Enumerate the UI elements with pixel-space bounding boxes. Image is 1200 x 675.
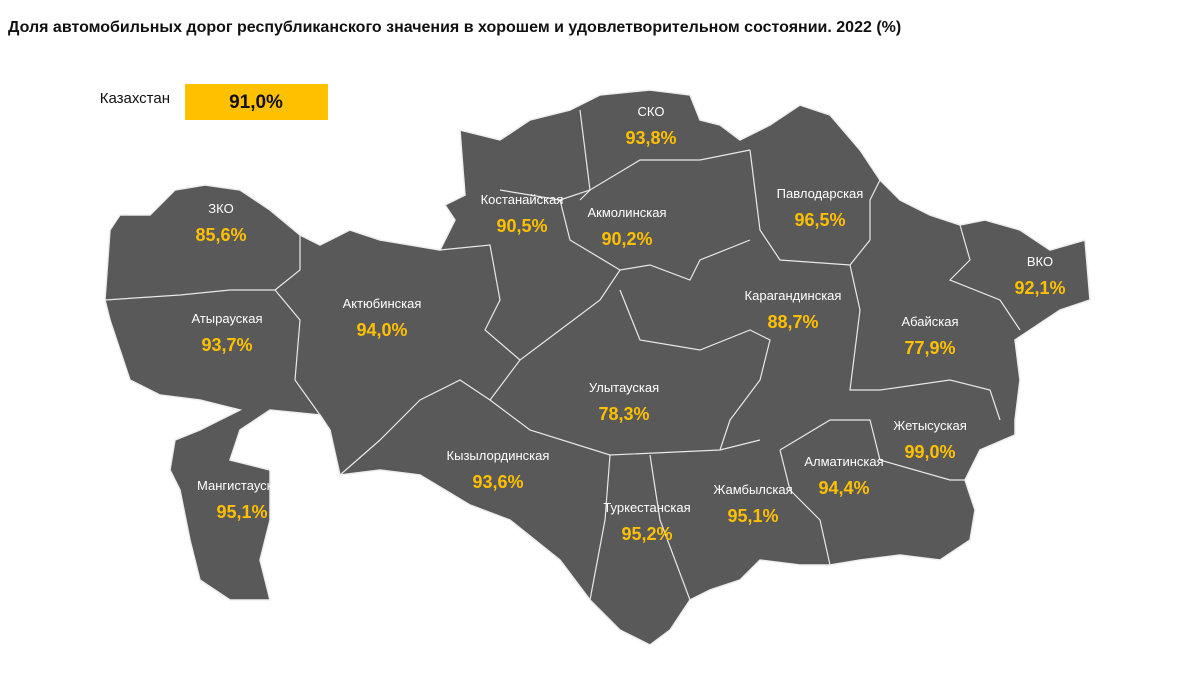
region-value: 88,7% — [767, 312, 818, 332]
region-value: 93,8% — [625, 128, 676, 148]
region-borders — [104, 109, 1021, 601]
region-value: 92,1% — [1014, 278, 1065, 298]
region-name: Кызылординская — [447, 448, 550, 463]
summary-box — [185, 84, 328, 120]
region-value: 95,2% — [621, 524, 672, 544]
region-name: Туркестанская — [603, 500, 690, 515]
region-name: Мангистауская — [197, 478, 287, 493]
region-name: СКО — [638, 104, 665, 119]
region-value: 90,2% — [601, 229, 652, 249]
region-value: 93,6% — [472, 472, 523, 492]
region-name: Карагандинская — [745, 288, 842, 303]
country-shape — [104, 89, 1091, 646]
title: Доля автомобильных дорог республиканског… — [8, 19, 901, 36]
region-value: 94,0% — [356, 320, 407, 340]
summary-name: Казахстан — [100, 90, 170, 107]
region-name: Павлодарская — [777, 186, 864, 201]
region-value: 93,7% — [201, 335, 252, 355]
region-name: Атырауская — [191, 311, 262, 326]
region-name: Акмолинская — [587, 205, 666, 220]
region-name: ВКО — [1027, 254, 1053, 269]
region-name: Жамбылская — [713, 482, 792, 497]
region-value: 96,5% — [794, 210, 845, 230]
region-name: ЗКО — [208, 201, 233, 216]
region-value: 78,3% — [598, 404, 649, 424]
region-name: Абайская — [901, 314, 958, 329]
region-value: 77,9% — [904, 338, 955, 358]
region-name: Актюбинская — [343, 296, 422, 311]
region-name: Алматинская — [804, 454, 883, 469]
region-value: 85,6% — [195, 225, 246, 245]
region-value: 95,1% — [216, 502, 267, 522]
region-name: Улытауская — [589, 380, 659, 395]
region-value: 95,1% — [727, 506, 778, 526]
region-name: Жетысуская — [893, 418, 967, 433]
region-value: 99,0% — [904, 442, 955, 462]
region-value: 94,4% — [818, 478, 869, 498]
summary-value: 91,0% — [229, 92, 283, 113]
region-value: 90,5% — [496, 216, 547, 236]
region-name: Костанайская — [481, 192, 564, 207]
